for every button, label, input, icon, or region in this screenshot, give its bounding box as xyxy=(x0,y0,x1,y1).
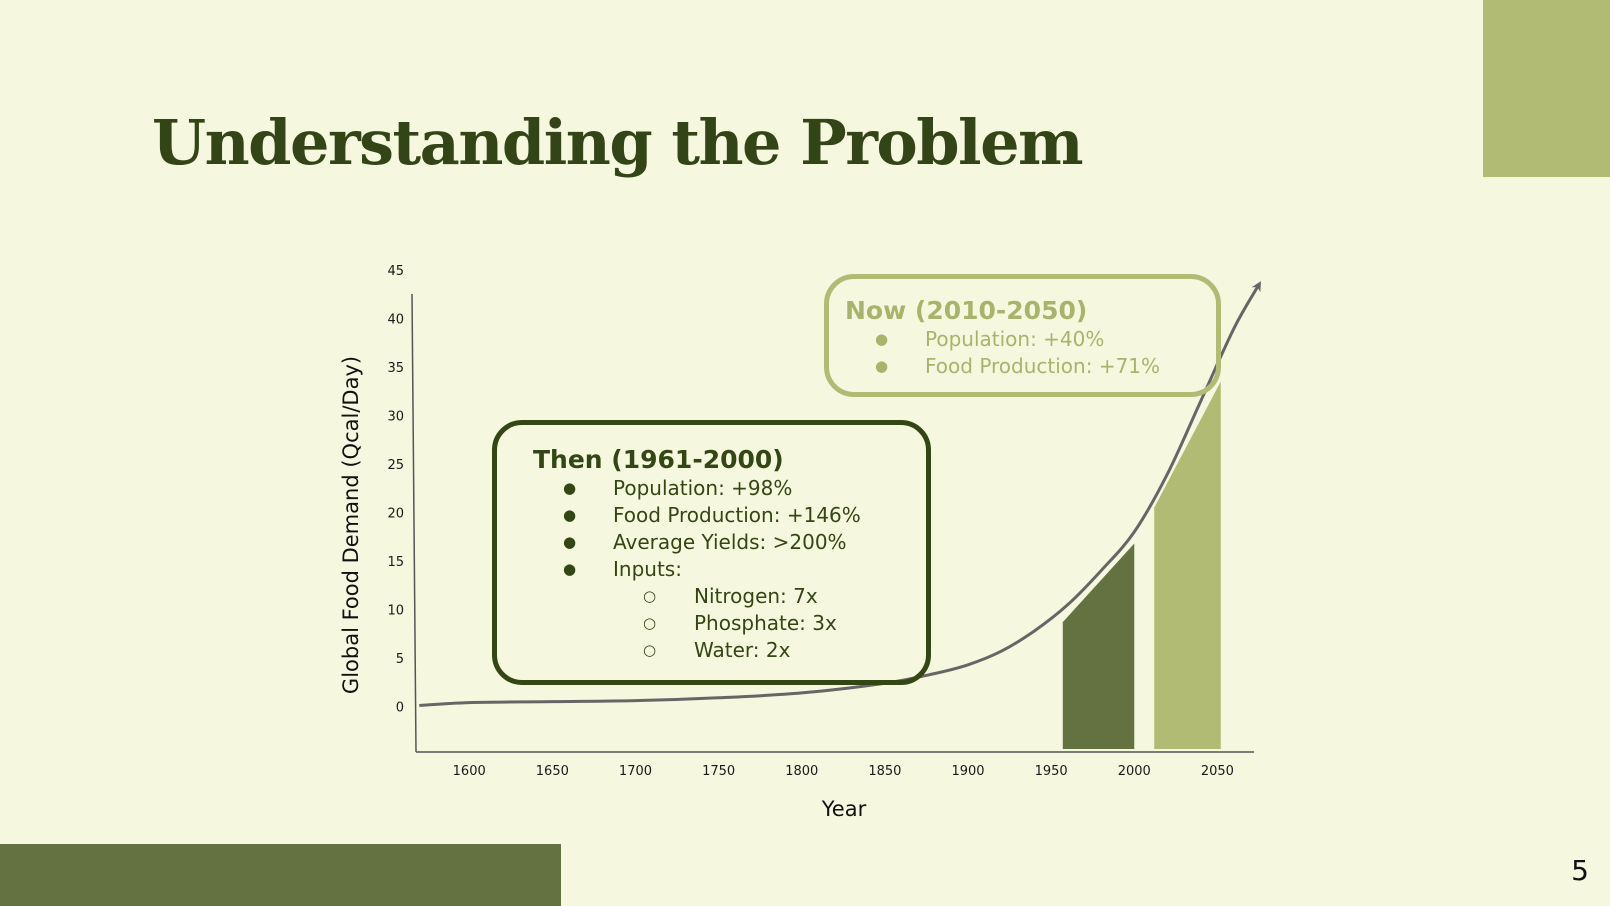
callout-now-title: Now (2010-2050) xyxy=(845,296,1088,325)
sublist-item: Nitrogen: 7x xyxy=(533,583,926,610)
y-tick-label: 35 xyxy=(387,361,404,376)
y-axis-line xyxy=(411,293,417,753)
y-tick-label: 30 xyxy=(387,410,404,425)
x-tick-label: 1650 xyxy=(536,764,569,779)
y-tick-label: 5 xyxy=(396,652,404,667)
list-item: Food Production: +146% xyxy=(533,502,926,529)
inputs-sublist: Nitrogen: 7x Phosphate: 3x Water: 2x xyxy=(533,583,926,664)
corner-accent-block xyxy=(1483,0,1610,177)
highlight-area-1 xyxy=(1062,543,1135,749)
x-tick-label: 2050 xyxy=(1201,764,1234,779)
x-tick-label: 1800 xyxy=(785,764,818,779)
sublist-item: Water: 2x xyxy=(533,637,926,664)
y-axis-title: Global Food Demand (Qcal/Day) xyxy=(339,356,363,694)
x-tick-label: 1700 xyxy=(619,764,652,779)
x-tick-label: 2000 xyxy=(1118,764,1151,779)
x-tick-labels: 1600 1650 1700 1750 1800 1850 1900 1950 2000 2050 xyxy=(453,764,1234,779)
page-number: 5 xyxy=(1571,854,1589,887)
callout-then: Then (1961-2000) Population: +98% Food P… xyxy=(492,420,931,685)
demand-curve-line xyxy=(419,281,1261,708)
y-tick-labels: 0 5 10 15 20 25 30 35 40 45 xyxy=(387,264,404,716)
callout-now: Now (2010-2050) Population: +40% Food Pr… xyxy=(824,274,1221,397)
list-item: Average Yields: >200% xyxy=(533,529,926,556)
list-item-label: Inputs: xyxy=(613,557,682,581)
callout-now-list: Population: +40% Food Production: +71% xyxy=(845,326,1216,380)
list-item: Population: +98% xyxy=(533,475,926,502)
y-tick-label: 20 xyxy=(387,507,404,522)
y-tick-label: 40 xyxy=(387,313,404,328)
y-tick-label: 25 xyxy=(387,458,404,473)
list-item-inputs: Inputs: Nitrogen: 7x Phosphate: 3x Water… xyxy=(533,556,926,664)
list-item: Population: +40% xyxy=(845,326,1216,353)
slide-title: Understanding the Problem xyxy=(152,106,1084,179)
x-tick-label: 1600 xyxy=(453,764,486,779)
callout-then-list: Population: +98% Food Production: +146% … xyxy=(533,475,926,664)
y-tick-label: 15 xyxy=(387,555,404,570)
x-tick-label: 1950 xyxy=(1035,764,1068,779)
list-item: Food Production: +71% xyxy=(845,353,1216,380)
x-tick-label: 1850 xyxy=(868,764,901,779)
callout-then-title: Then (1961-2000) xyxy=(533,445,784,474)
y-tick-label: 45 xyxy=(387,264,404,279)
x-tick-label: 1750 xyxy=(702,764,735,779)
chart-axes xyxy=(411,293,1254,753)
y-tick-label: 0 xyxy=(396,701,404,716)
highlight-area-2 xyxy=(1154,381,1221,749)
footer-accent-bar xyxy=(0,844,561,906)
x-tick-label: 1900 xyxy=(951,764,984,779)
x-axis-title: Year xyxy=(821,797,867,821)
highlight-areas xyxy=(1062,381,1221,749)
sublist-item: Phosphate: 3x xyxy=(533,610,926,637)
y-tick-label: 10 xyxy=(387,604,404,619)
